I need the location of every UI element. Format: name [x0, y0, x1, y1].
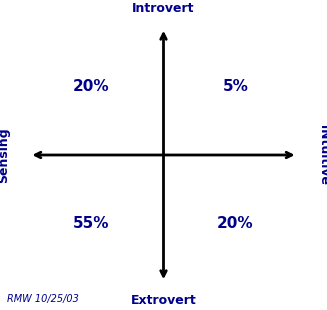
- Text: iNtuitive: iNtuitive: [317, 125, 327, 185]
- Text: 55%: 55%: [73, 216, 110, 231]
- Text: 20%: 20%: [73, 79, 110, 94]
- Text: 20%: 20%: [217, 216, 254, 231]
- Text: RMW 10/25/03: RMW 10/25/03: [7, 294, 78, 304]
- Text: Sensing: Sensing: [0, 127, 10, 183]
- Text: Extrovert: Extrovert: [130, 294, 197, 308]
- Text: Introvert: Introvert: [132, 2, 195, 16]
- Text: 5%: 5%: [222, 79, 249, 94]
